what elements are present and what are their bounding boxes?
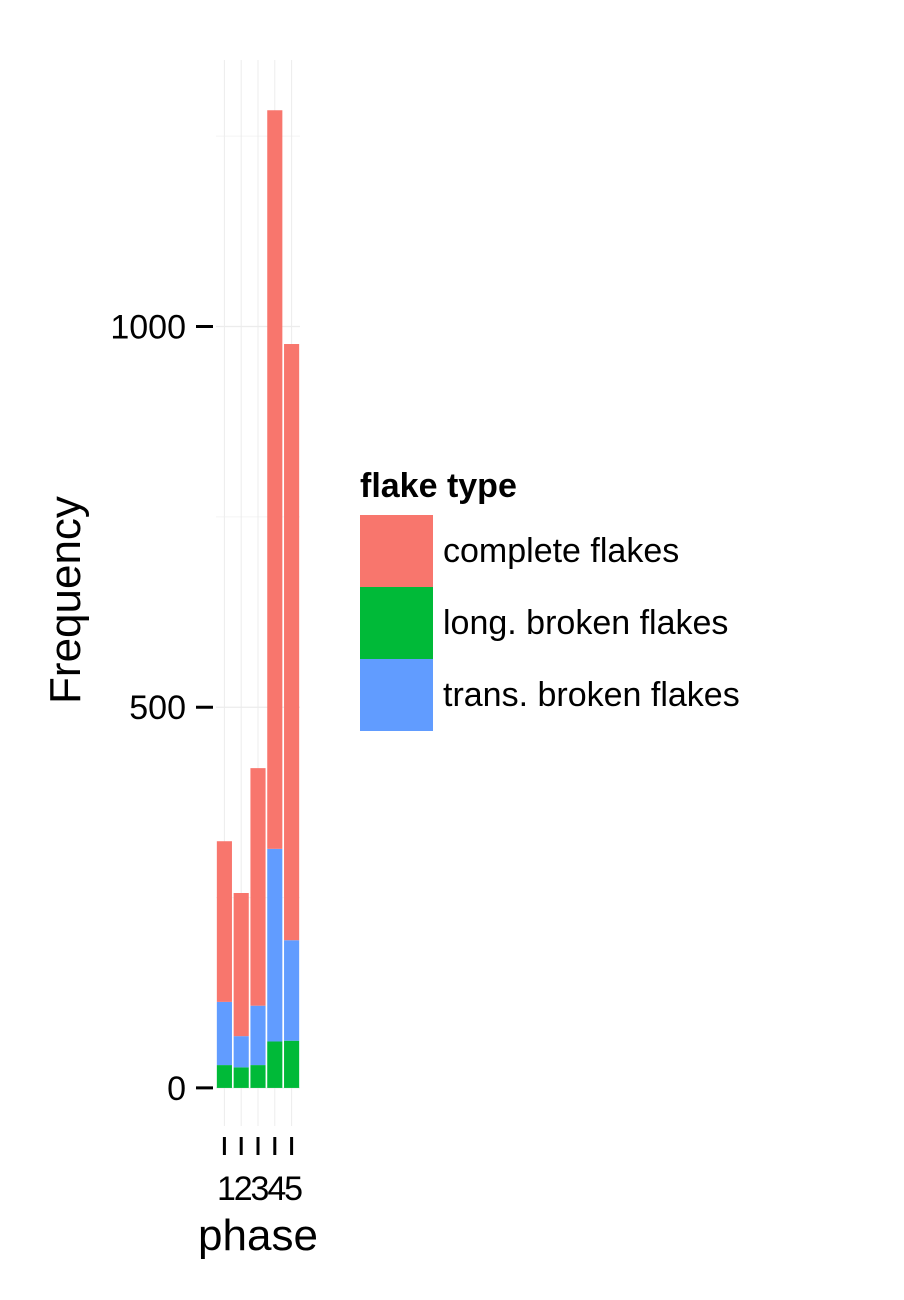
legend-swatch-long-broken-flakes <box>360 587 433 659</box>
bar-trans-broken-flakes-phase-2 <box>233 1036 249 1068</box>
legend-label-complete-flakes: complete flakes <box>443 531 680 570</box>
y-axis-title: Frequency <box>41 496 90 704</box>
legend-item-trans-broken-flakes: trans. broken flakes <box>360 659 820 731</box>
legend-title: flake type <box>360 467 517 505</box>
x-tick-label-4: 4 <box>267 1170 285 1208</box>
legend-item-complete-flakes: complete flakes <box>360 515 820 587</box>
bar-complete-flakes-phase-2 <box>233 893 249 1037</box>
legend-swatch-complete-flakes <box>360 515 433 587</box>
bar-long-broken-flakes-phase-4 <box>267 1041 283 1088</box>
bar-long-broken-flakes-phase-1 <box>216 1065 232 1088</box>
x-tick-label-2: 2 <box>234 1170 252 1208</box>
bar-complete-flakes-phase-4 <box>267 110 283 849</box>
bar-complete-flakes-phase-3 <box>250 768 266 1006</box>
y-tick-label-0: 0 <box>167 1070 186 1108</box>
legend: flake type complete flakes long. broken … <box>360 466 820 731</box>
bar-complete-flakes-phase-5 <box>284 344 300 941</box>
x-tick-label-1: 1 <box>217 1170 235 1208</box>
x-axis-title: phase <box>198 1211 318 1260</box>
bar-long-broken-flakes-phase-2 <box>233 1067 249 1088</box>
bar-complete-flakes-phase-1 <box>216 841 232 1002</box>
bar-long-broken-flakes-phase-5 <box>284 1040 300 1088</box>
legend-label-long-broken-flakes: long. broken flakes <box>443 603 729 642</box>
legend-item-long-broken-flakes: long. broken flakes <box>360 587 820 659</box>
legend-swatch-trans-broken-flakes <box>360 659 433 731</box>
bar-trans-broken-flakes-phase-3 <box>250 1005 266 1066</box>
bar-trans-broken-flakes-phase-1 <box>216 1001 232 1066</box>
x-tick-label-3: 3 <box>251 1170 269 1208</box>
x-tick-label-5: 5 <box>284 1170 302 1208</box>
bar-trans-broken-flakes-phase-5 <box>284 940 300 1041</box>
y-tick-label-500: 500 <box>129 689 186 727</box>
bar-long-broken-flakes-phase-3 <box>250 1065 266 1088</box>
y-tick-label-1000: 1000 <box>110 309 186 347</box>
bar-trans-broken-flakes-phase-4 <box>267 848 283 1042</box>
legend-label-trans-broken-flakes: trans. broken flakes <box>443 675 740 714</box>
